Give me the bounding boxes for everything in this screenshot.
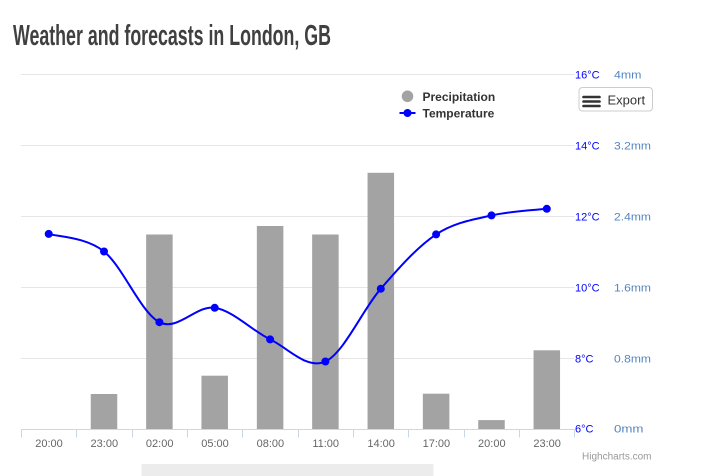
svg-text:0mm: 0mm (614, 424, 644, 436)
svg-text:23:00: 23:00 (91, 438, 119, 450)
svg-text:Highcharts.com: Highcharts.com (582, 452, 651, 463)
svg-text:3.2mm: 3.2mm (614, 141, 651, 153)
svg-text:4mm: 4mm (614, 70, 642, 82)
svg-text:6°C: 6°C (575, 424, 594, 436)
svg-text:Export: Export (608, 93, 646, 108)
svg-text:0.8mm: 0.8mm (614, 354, 651, 366)
svg-text:02:00: 02:00 (146, 438, 174, 450)
svg-text:12°C: 12°C (575, 212, 600, 224)
svg-text:2.4mm: 2.4mm (614, 212, 651, 224)
svg-text:16°C: 16°C (575, 70, 600, 82)
svg-text:1.6mm: 1.6mm (614, 283, 651, 295)
svg-text:14:00: 14:00 (367, 438, 395, 450)
svg-text:05:00: 05:00 (201, 438, 229, 450)
svg-text:Weather and forecasts in Londo: Weather and forecasts in London, GB (13, 20, 331, 52)
svg-text:20:00: 20:00 (35, 438, 63, 450)
svg-text:8°C: 8°C (575, 354, 594, 366)
svg-text:23:00: 23:00 (533, 438, 561, 450)
svg-text:Temperature: Temperature (423, 106, 495, 120)
svg-text:11:00: 11:00 (312, 438, 339, 450)
svg-text:Precipitation: Precipitation (423, 90, 496, 104)
svg-text:20:00: 20:00 (478, 438, 506, 450)
svg-text:17:00: 17:00 (423, 438, 451, 450)
svg-text:10°C: 10°C (575, 283, 600, 295)
svg-text:08:00: 08:00 (257, 438, 285, 450)
svg-text:14°C: 14°C (575, 141, 600, 153)
